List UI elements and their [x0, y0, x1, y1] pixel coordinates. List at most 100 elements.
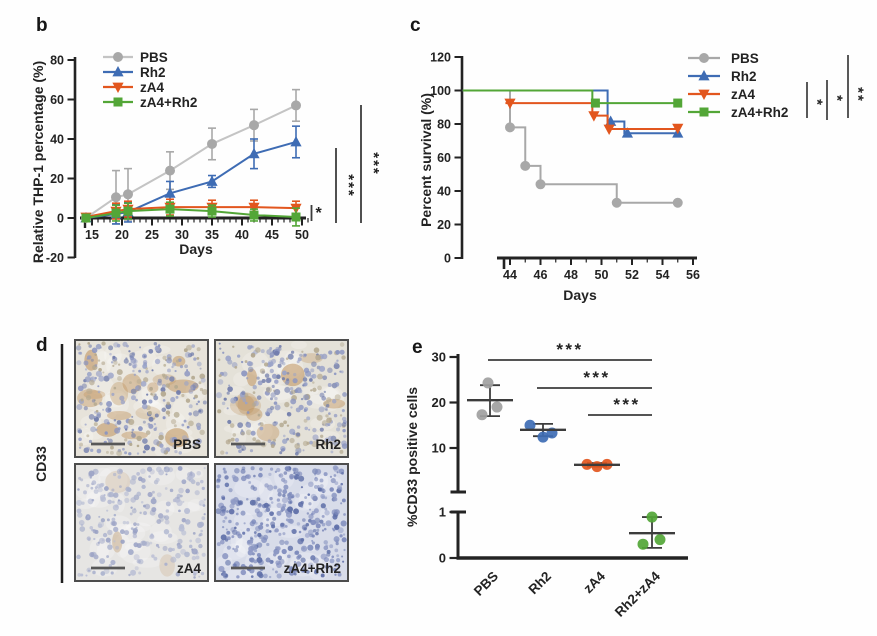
micrograph-zA4+Rh2: zA4+Rh2 — [214, 463, 349, 582]
micrograph-label: zA4+Rh2 — [284, 561, 341, 576]
b-x-tick-label: 25 — [145, 228, 159, 242]
stain-patch — [229, 395, 262, 416]
c-x-tick-label: 52 — [625, 268, 639, 282]
e-data-point-PBS — [482, 377, 494, 389]
panel-c-x-axis-label: Days — [563, 287, 597, 303]
stain-patch — [96, 422, 119, 437]
b-x-tick-label: 30 — [175, 228, 189, 242]
c-x-tick-label: 48 — [564, 268, 578, 282]
marker-square — [673, 98, 683, 108]
c-y-tick-label: 20 — [437, 218, 451, 232]
e-category-label-Rh2+zA4: Rh2+zA4 — [612, 568, 664, 620]
marker-triangle-down — [672, 123, 684, 135]
b-legend-label-zA4+Rh2: zA4+Rh2 — [140, 95, 197, 110]
stain-patch — [167, 379, 199, 393]
stain-patch — [165, 428, 189, 448]
micrograph-label: Rh2 — [315, 437, 341, 452]
e-category-label-zA4: zA4 — [581, 568, 609, 596]
marker-square — [111, 208, 121, 218]
marker-circle — [113, 52, 123, 62]
marker-square — [81, 213, 91, 223]
b-x-tick-label: 50 — [295, 228, 309, 242]
marker-circle — [123, 189, 133, 200]
b-x-tick-label: 35 — [205, 228, 219, 242]
micrograph-border — [74, 339, 209, 458]
e-data-point-Rh2+zA4 — [654, 534, 666, 546]
c-x-tick-label: 56 — [686, 268, 700, 282]
c-legend-label-Rh2: Rh2 — [731, 69, 757, 84]
marker-circle — [699, 53, 709, 63]
c-series-line-PBS — [462, 89, 678, 204]
stain-patch — [106, 410, 132, 421]
e-data-point-PBS — [476, 409, 488, 421]
significance-stars: *** — [340, 174, 357, 198]
b-y-tick-label: 20 — [50, 172, 64, 186]
marker-triangle-down — [698, 89, 710, 100]
stain-patch — [105, 470, 131, 493]
marker-square — [113, 97, 123, 107]
panel-d-letter: d — [36, 335, 48, 356]
micrograph-Rh2: Rh2 — [214, 339, 349, 458]
significance-stars: *** — [365, 152, 382, 176]
c-series-line-Rh2 — [462, 89, 678, 135]
marker-circle — [535, 179, 546, 190]
significance-stars: *** — [613, 395, 640, 414]
stain-patch — [147, 382, 159, 394]
e-data-point-Rh2 — [524, 419, 536, 431]
marker-circle — [249, 120, 259, 131]
c-y-tick-label: 0 — [444, 252, 451, 266]
b-y-tick-label: 80 — [50, 54, 64, 68]
marker-square — [207, 206, 217, 216]
panel-d-row-label: CD33 — [33, 446, 49, 482]
marker-circle — [207, 138, 217, 149]
micrograph-zA4: zA4 — [74, 463, 209, 582]
panel-b-x-axis-label: Days — [179, 241, 213, 257]
panel-b-letter: b — [36, 15, 48, 36]
stain-patch — [246, 408, 263, 421]
marker-triangle-up — [290, 135, 302, 147]
c-legend-label-zA4+Rh2: zA4+Rh2 — [731, 105, 788, 120]
c-x-tick-label: 50 — [595, 268, 609, 282]
marker-triangle-down — [504, 98, 516, 110]
marker-triangle-down — [112, 82, 124, 93]
e-data-point-Rh2+zA4 — [646, 511, 658, 523]
b-y-tick-label: 60 — [50, 93, 64, 107]
micrograph-border — [214, 339, 349, 458]
marker-circle — [291, 100, 301, 111]
marker-square — [291, 212, 301, 222]
marker-triangle-up — [698, 70, 710, 81]
c-x-tick-label: 46 — [534, 268, 548, 282]
e-data-point-Rh2 — [537, 431, 549, 443]
marker-circle — [672, 197, 683, 208]
c-x-tick-label: 44 — [503, 268, 517, 282]
c-series-line-zA4 — [505, 102, 678, 131]
e-data-point-PBS — [491, 401, 503, 413]
marker-square — [249, 210, 259, 220]
marker-square — [123, 206, 133, 216]
c-y-tick-label: 60 — [437, 151, 451, 165]
micrograph-border — [214, 463, 349, 582]
panel-b-chart: -20 0 20 40 60 80 15 20 25 30 35 40 45 50 PBSRh2zA4zA4… — [46, 50, 382, 265]
c-y-tick-label: 120 — [430, 51, 451, 65]
panel-b-y-axis-label: Relative THP-1 percentage (%) — [30, 61, 46, 263]
marker-triangle-up — [164, 187, 176, 198]
c-y-tick-label: 100 — [430, 84, 451, 98]
marker-triangle-down — [248, 202, 260, 214]
marker-circle — [111, 192, 121, 203]
marker-triangle-up — [248, 147, 260, 159]
c-legend-label-zA4: zA4 — [731, 87, 755, 102]
e-y-tick-label: 30 — [432, 350, 446, 365]
marker-circle — [611, 197, 622, 208]
b-x-tick-label: 45 — [265, 228, 279, 242]
marker-square — [699, 107, 709, 117]
significance-stars: ** — [850, 87, 867, 103]
marker-circle — [165, 165, 175, 176]
e-y-tick-label: 0 — [439, 551, 446, 566]
micrograph-label: PBS — [173, 437, 201, 452]
significance-stars: * — [829, 95, 846, 103]
panel-c-chart: 0 20 40 60 80 100 120 44 46 48 50 52 54 56 PBS Rh2 zA4 zA… — [430, 51, 866, 283]
significance-stars: *** — [583, 368, 610, 387]
